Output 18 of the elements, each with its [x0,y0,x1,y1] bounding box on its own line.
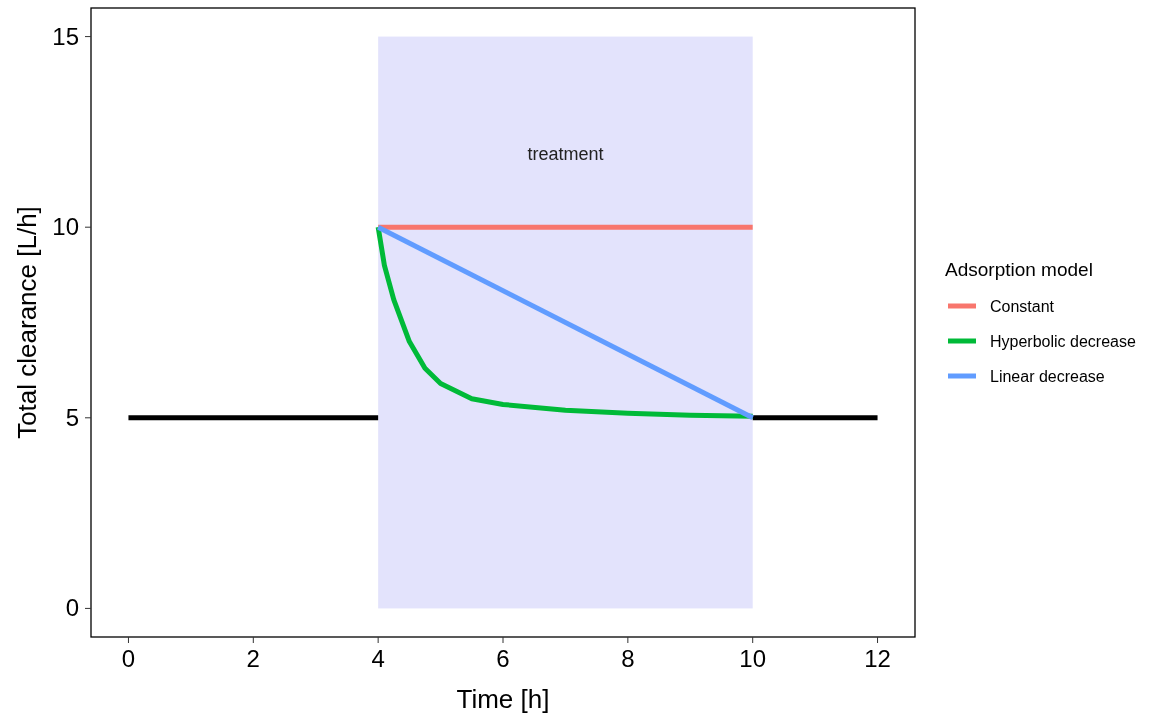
y-axis-title: Total clearance [L/h] [12,206,42,439]
legend-label: Linear decrease [990,368,1105,385]
y-tick-label: 0 [65,594,79,622]
x-tick-label: 10 [739,645,767,672]
x-tick-label: 8 [621,645,635,672]
x-tick-label: 2 [246,645,260,672]
y-tick-label: 10 [52,213,79,241]
x-tick-label: 0 [121,645,136,672]
y-tick-label: 15 [52,22,79,50]
legend-label: Hyperbolic decrease [990,333,1136,350]
x-tick-label: 6 [496,645,510,672]
legend-label: Constant [990,298,1055,315]
x-tick-label: 12 [864,645,891,672]
y-tick-label: 5 [65,403,79,431]
x-axis-title: Time [h] [456,684,550,714]
x-tick-label: 4 [371,645,385,672]
legend-title: Adsorption model [945,259,1093,280]
annotation: treatment [527,144,604,164]
